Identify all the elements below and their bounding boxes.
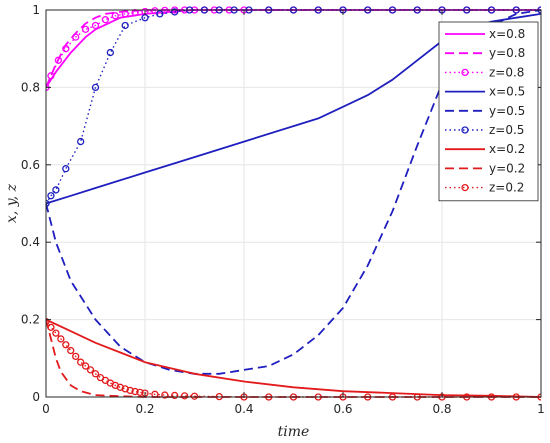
point-z=0.5-3	[62, 165, 70, 173]
y-axis-label: x, y, z	[4, 183, 20, 223]
point-z=0.8-7	[101, 16, 110, 24]
series-line-z=0.5	[46, 9, 541, 204]
point-z=0.5-10	[171, 8, 179, 16]
legend-label-x=0.5: x=0.5	[489, 85, 525, 99]
legend-label-z=0.2: z=0.2	[489, 181, 524, 195]
legend-marker-z=0.8	[461, 68, 469, 77]
point-z=0.5-2	[52, 186, 60, 194]
point-z=0.8-2	[54, 56, 63, 64]
x-axis-label: time	[278, 424, 310, 440]
point-z=0.5-4	[77, 137, 85, 146]
point-z=0.2-9	[86, 366, 95, 374]
series-y=0.5	[46, 9, 541, 375]
legend-label-y=0.8: y=0.8	[489, 46, 525, 60]
point-z=0.5-9	[156, 10, 164, 18]
point-z=0.2-22	[161, 391, 169, 399]
legend-label-y=0.5: y=0.5	[489, 104, 525, 118]
plot-frame	[45, 9, 542, 398]
legend-label-z=0.5: z=0.5	[489, 123, 524, 137]
y-tick-label-2: 0.4	[21, 235, 40, 249]
point-z=0.2-8	[81, 362, 90, 370]
point-z=0.2-2	[52, 329, 60, 337]
point-z=0.5-1	[47, 192, 55, 200]
legend-marker-z=0.5	[461, 126, 469, 134]
point-z=0.2-3	[57, 335, 65, 343]
point-z=0.2-18	[131, 387, 139, 396]
point-z=0.5-7	[121, 21, 129, 30]
point-z=0.2-5	[67, 346, 75, 355]
x-tick-label-3: 0.6	[333, 402, 352, 416]
legend-label-x=0.8: x=0.8	[489, 27, 525, 41]
x-tick-label-2: 0.4	[234, 402, 253, 416]
point-z=0.2-4	[62, 341, 70, 349]
point-z=0.2-19	[136, 388, 144, 397]
point-z=0.2-6	[72, 352, 80, 361]
x-tick-label-1: 0.2	[135, 402, 154, 416]
x-tick-label-4: 0.8	[432, 402, 451, 416]
point-z=0.2-0	[46, 317, 50, 326]
series-line-y=0.5	[46, 9, 541, 375]
point-z=0.8-4	[72, 33, 80, 41]
point-z=0.8-3	[62, 45, 70, 53]
point-z=0.8-8	[111, 12, 119, 20]
point-z=0.2-23	[171, 391, 179, 400]
legend-label-z=0.8: z=0.8	[489, 65, 524, 79]
y-tick-label-4: 0.8	[21, 80, 40, 94]
y-tick-label-0: 0	[32, 390, 40, 404]
point-z=0.8-9	[121, 10, 129, 18]
point-z=0.2-1	[47, 323, 55, 331]
point-z=0.8-1	[47, 72, 55, 80]
legend-label-y=0.2: y=0.2	[489, 161, 525, 175]
y-tick-label-1: 0.2	[21, 313, 40, 327]
point-z=0.5-0	[46, 199, 50, 208]
point-z=0.5-5	[91, 83, 100, 92]
legend-marker-z=0.2	[461, 183, 469, 192]
y-tick-label-3: 0.6	[21, 158, 40, 172]
y-tick-label-5: 1	[32, 3, 40, 17]
point-z=0.2-25	[190, 392, 199, 400]
point-z=0.2-17	[126, 386, 134, 395]
point-z=0.2-7	[77, 358, 85, 366]
legend: x=0.8 y=0.8 z=0.8 x=0.5 y=0.5 z=0.5 x=0.2 y=0.2…	[438, 21, 539, 202]
point-z=0.8-12	[151, 7, 159, 15]
point-z=0.8-6	[91, 21, 100, 30]
point-z=0.2-10	[91, 370, 100, 378]
x-tick-label-0: 0	[42, 402, 50, 416]
axis-ticks: 0 0.2 0.4 0.6 0.8 1 0 0.2 0.4 0.6 0.8 1	[21, 3, 545, 416]
legend-label-x=0.2: x=0.2	[489, 142, 525, 156]
point-z=0.5-6	[106, 48, 114, 57]
legend-box	[438, 21, 539, 202]
x-tick-label-5: 1	[537, 402, 545, 416]
point-z=0.8-5	[81, 25, 90, 34]
point-z=0.2-24	[180, 392, 189, 400]
